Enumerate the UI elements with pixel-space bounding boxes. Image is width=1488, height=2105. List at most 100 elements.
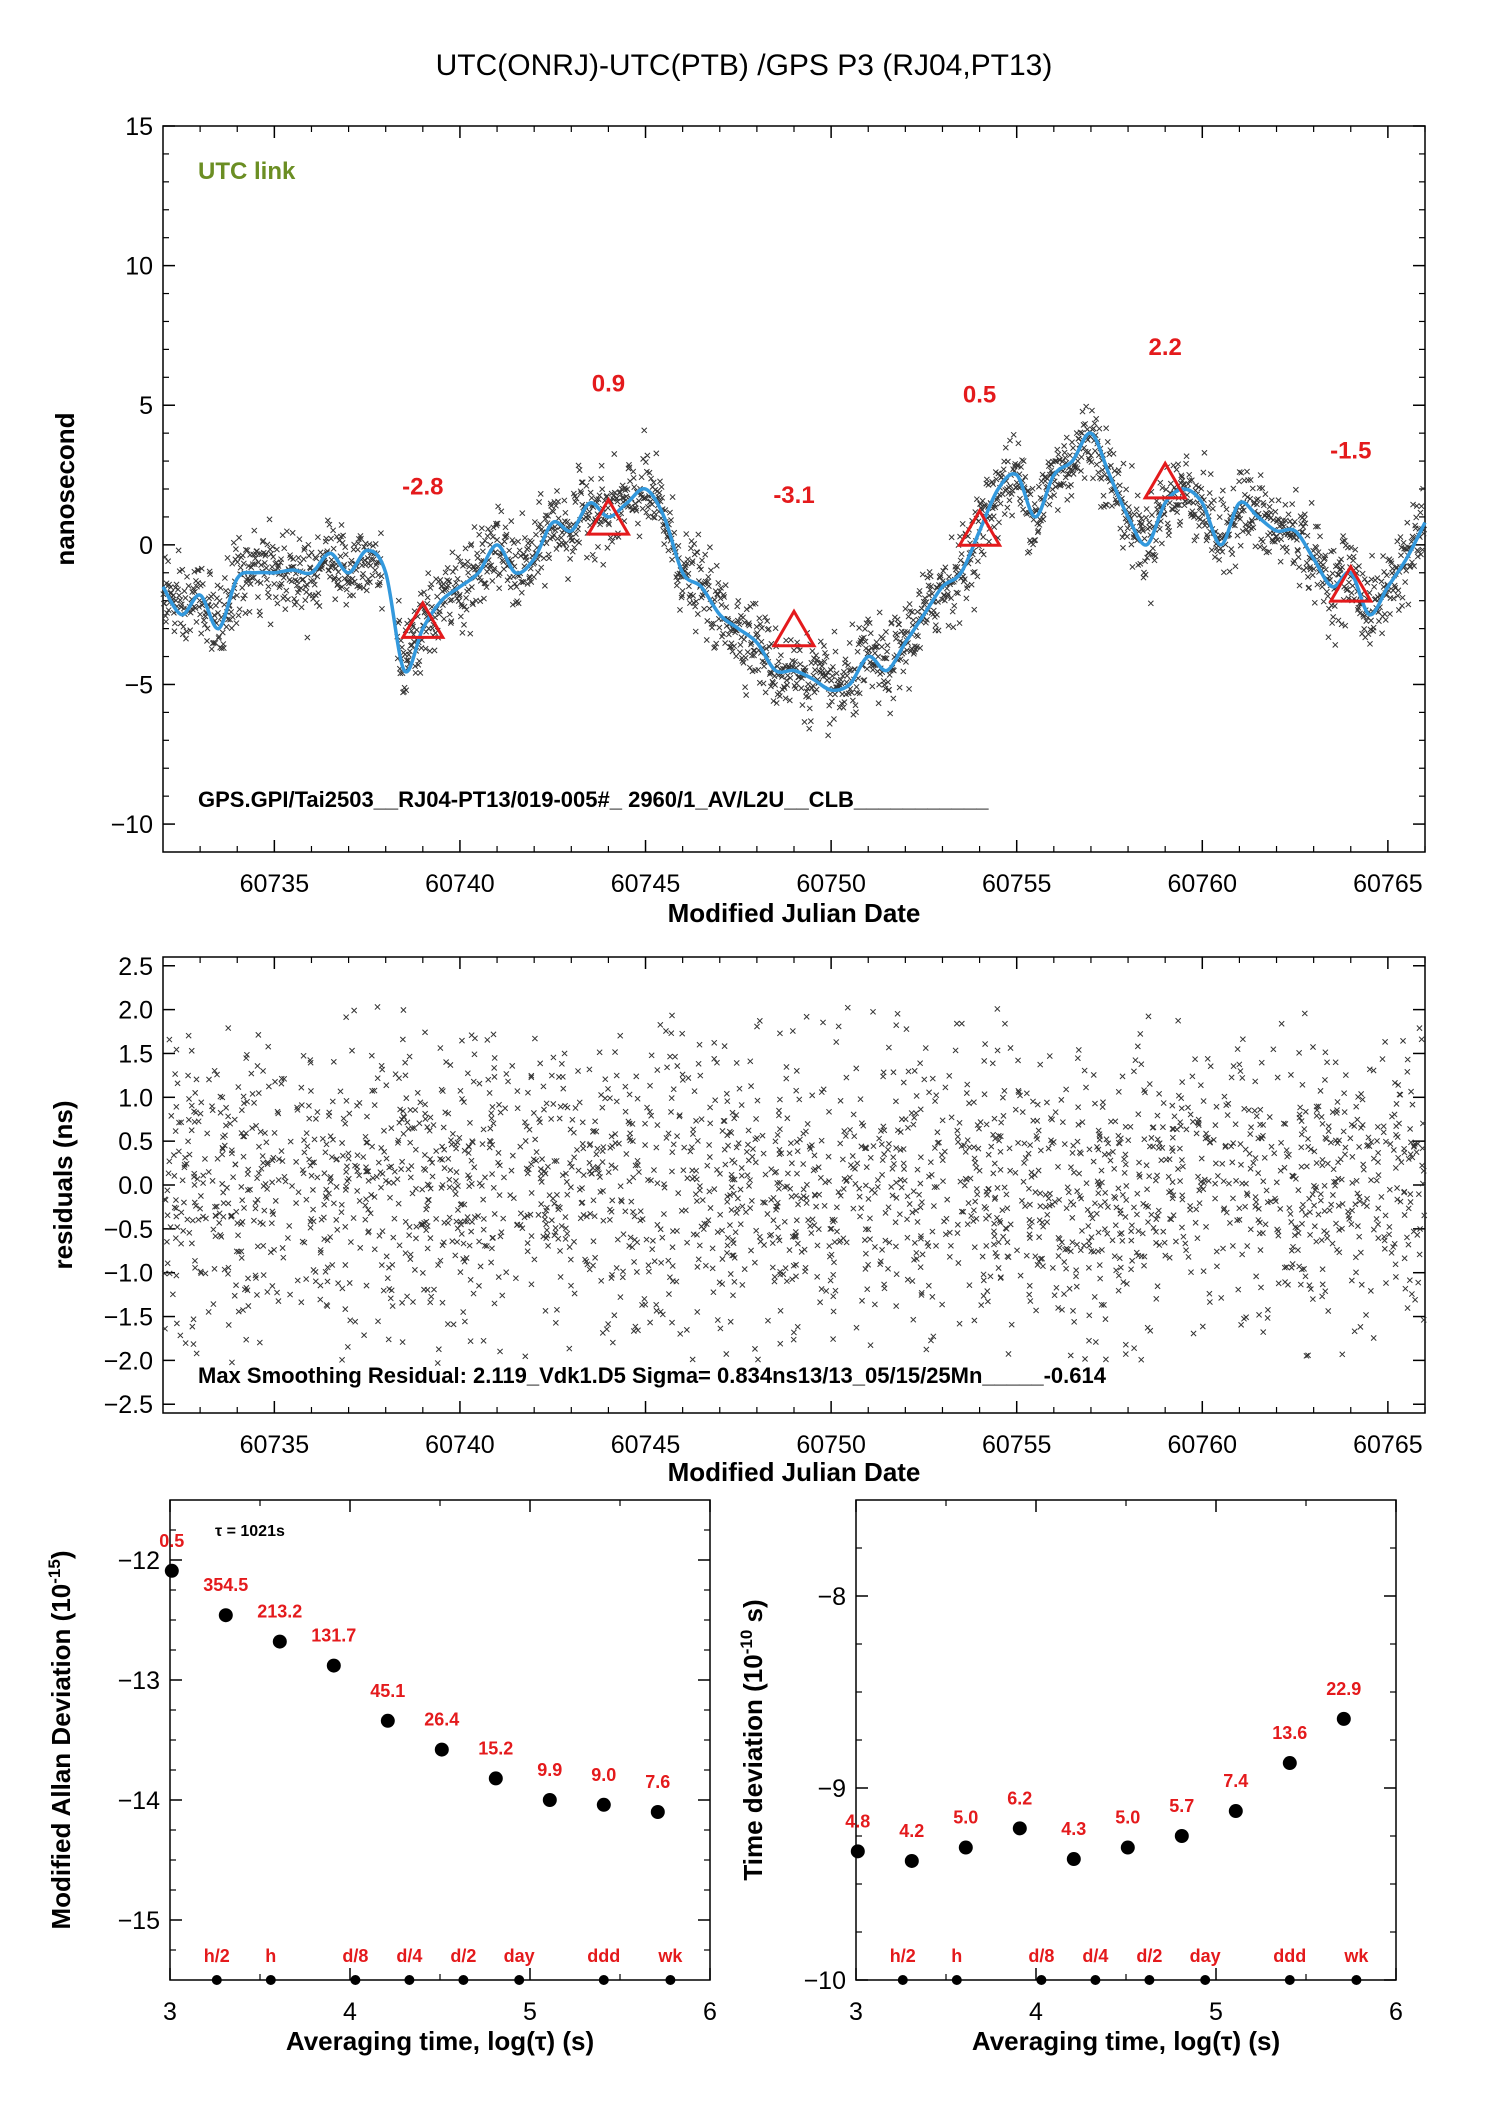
residual-data-point (1169, 1134, 1176, 1141)
residual-data-point (466, 1183, 473, 1190)
residual-data-point (1242, 1203, 1249, 1210)
main-data-point (974, 573, 981, 580)
residual-data-point (495, 1159, 502, 1166)
main-data-point (633, 507, 640, 514)
main-data-point (1266, 503, 1273, 510)
residual-data-point (1008, 1321, 1015, 1328)
residual-data-point (823, 1288, 830, 1294)
main-data-point (841, 699, 848, 706)
residual-data-point (1198, 1155, 1205, 1162)
residual-data-point (1085, 1264, 1092, 1271)
main-data-point (266, 594, 272, 601)
residual-data-point (777, 1268, 784, 1275)
main-data-point (216, 597, 223, 604)
residual-data-point (850, 1205, 857, 1212)
residual-data-point (1319, 1281, 1326, 1288)
residual-data-point (817, 1174, 824, 1181)
residual-data-point (383, 1155, 390, 1162)
main-data-point (524, 580, 531, 587)
residual-data-point (738, 1102, 745, 1108)
main-data-point (1062, 454, 1069, 461)
main-data-point (1397, 534, 1404, 540)
residual-data-point (1195, 1173, 1202, 1180)
main-data-point (288, 578, 295, 585)
residual-data-point (699, 1197, 706, 1204)
residual-data-point (1006, 1145, 1013, 1152)
residual-data-point (666, 1274, 673, 1281)
residual-data-point (677, 1330, 684, 1337)
residual-data-point (894, 1010, 901, 1017)
residual-data-point (954, 1221, 961, 1228)
main-data-point (1035, 527, 1042, 534)
residual-data-point (210, 1301, 217, 1308)
residual-data-point (914, 1218, 921, 1225)
residual-data-point (1287, 1071, 1294, 1078)
residual-data-point (460, 1240, 467, 1247)
residual-data-point (1305, 1136, 1311, 1142)
main-data-point (1148, 512, 1155, 518)
residual-data-point (835, 1023, 842, 1030)
residual-data-point (586, 1066, 593, 1073)
residual-data-point (1230, 1063, 1237, 1070)
residual-data-point (1405, 1241, 1412, 1248)
residual-data-point (955, 1260, 962, 1266)
main-data-point (535, 524, 542, 531)
main-data-point (617, 489, 624, 495)
residual-data-point (281, 1173, 288, 1180)
residual-data-point (395, 1200, 402, 1207)
main-data-point (270, 553, 277, 560)
residual-data-point (1313, 1160, 1320, 1167)
residual-data-point (482, 1174, 488, 1181)
residual-data-point (747, 1177, 753, 1184)
main-data-point (257, 580, 264, 586)
main-data-point (331, 574, 338, 581)
main-data-point (845, 662, 852, 668)
res-x-tick-label: 60755 (982, 1431, 1052, 1459)
main-data-point (1236, 469, 1243, 475)
residual-data-point (599, 1159, 606, 1165)
residual-data-point (352, 1318, 359, 1325)
main-data-point (691, 540, 698, 547)
residual-data-point (1237, 1141, 1244, 1148)
main-y-tick-label: 10 (125, 253, 153, 281)
residual-data-point (1145, 1013, 1152, 1020)
residual-data-point (517, 1210, 524, 1217)
residual-data-point (1319, 1293, 1326, 1300)
residual-data-point (1170, 1126, 1177, 1132)
residual-data-point (1298, 1206, 1305, 1213)
residual-data-point (665, 1257, 672, 1264)
main-data-point (997, 500, 1004, 507)
main-data-point (1255, 496, 1261, 503)
main-data-point (867, 630, 874, 637)
main-data-point (1261, 545, 1268, 552)
main-data-point (1270, 517, 1277, 523)
residual-data-point (480, 1337, 487, 1344)
residual-data-point (1159, 1124, 1166, 1131)
main-data-point (583, 554, 590, 561)
residual-data-point (1155, 1207, 1162, 1214)
residual-data-point (1406, 1277, 1413, 1284)
main-data-point (1013, 484, 1020, 491)
residual-data-point (424, 1286, 431, 1293)
residual-data-point (746, 1182, 752, 1189)
residual-data-point (231, 1292, 238, 1299)
main-data-point (1166, 527, 1173, 534)
residual-data-point (233, 1282, 239, 1289)
main-data-point (978, 548, 985, 555)
residual-data-point (893, 1179, 900, 1186)
main-data-point (999, 491, 1006, 498)
residual-data-point (1302, 1273, 1309, 1280)
main-data-point (572, 531, 579, 537)
residual-data-point (1258, 1059, 1265, 1066)
residual-data-point (409, 1299, 416, 1305)
residual-data-point (988, 1143, 995, 1150)
residual-data-point (1042, 1203, 1049, 1210)
residual-data-point (1386, 1231, 1393, 1238)
residual-data-point (964, 1137, 971, 1144)
residual-data-point (608, 1275, 615, 1281)
main-data-point (335, 569, 342, 575)
residual-data-point (1012, 1106, 1019, 1113)
residual-data-point (1255, 1217, 1262, 1224)
residual-data-point (754, 1097, 761, 1104)
